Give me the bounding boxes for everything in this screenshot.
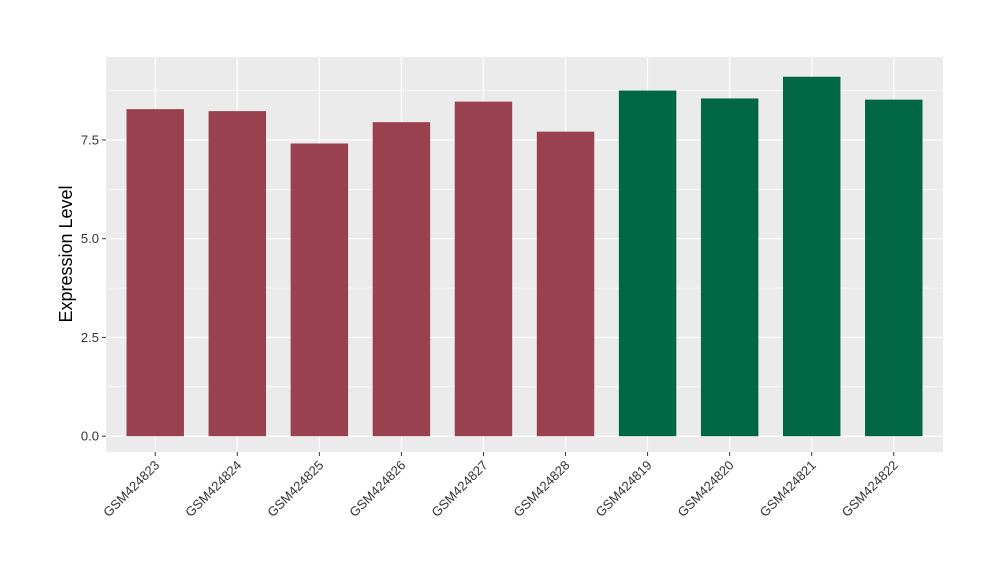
x-tick-label: GSM424823 <box>100 458 162 520</box>
bar-GSM424819 <box>618 90 677 437</box>
bar-GSM424820 <box>700 98 759 437</box>
bar-GSM424821 <box>782 76 841 437</box>
x-tick-label: GSM424826 <box>346 458 408 520</box>
x-axis: GSM424823 GSM424824 GSM424825 GSM424826 GSM4… <box>100 452 901 520</box>
y-axis-title: Expression Level <box>56 185 76 322</box>
bars-group <box>126 76 923 437</box>
x-tick-label: GSM424821 <box>757 458 819 520</box>
bar-GSM424824 <box>208 111 267 437</box>
bar-GSM424827 <box>454 101 513 437</box>
y-tick-label: 0.0 <box>81 429 99 444</box>
bar-GSM424828 <box>536 131 595 437</box>
y-tick-label: 5.0 <box>81 231 99 246</box>
bar-GSM424826 <box>372 122 431 437</box>
x-tick-label: GSM424825 <box>264 458 326 520</box>
x-tick-label: GSM424819 <box>592 458 654 520</box>
y-tick-label: 2.5 <box>81 330 99 345</box>
x-tick-label: GSM424824 <box>182 458 244 520</box>
x-tick-label: GSM424820 <box>675 458 737 520</box>
y-axis: 0.0 2.5 5.0 7.5 <box>81 132 106 444</box>
bar-GSM424822 <box>865 99 923 437</box>
bar-GSM424823 <box>126 109 184 437</box>
y-tick-label: 7.5 <box>81 132 99 147</box>
bar-GSM424825 <box>290 143 349 437</box>
x-tick-label: GSM424827 <box>428 458 490 520</box>
x-tick-label: GSM424822 <box>839 458 901 520</box>
x-tick-label: GSM424828 <box>510 458 572 520</box>
